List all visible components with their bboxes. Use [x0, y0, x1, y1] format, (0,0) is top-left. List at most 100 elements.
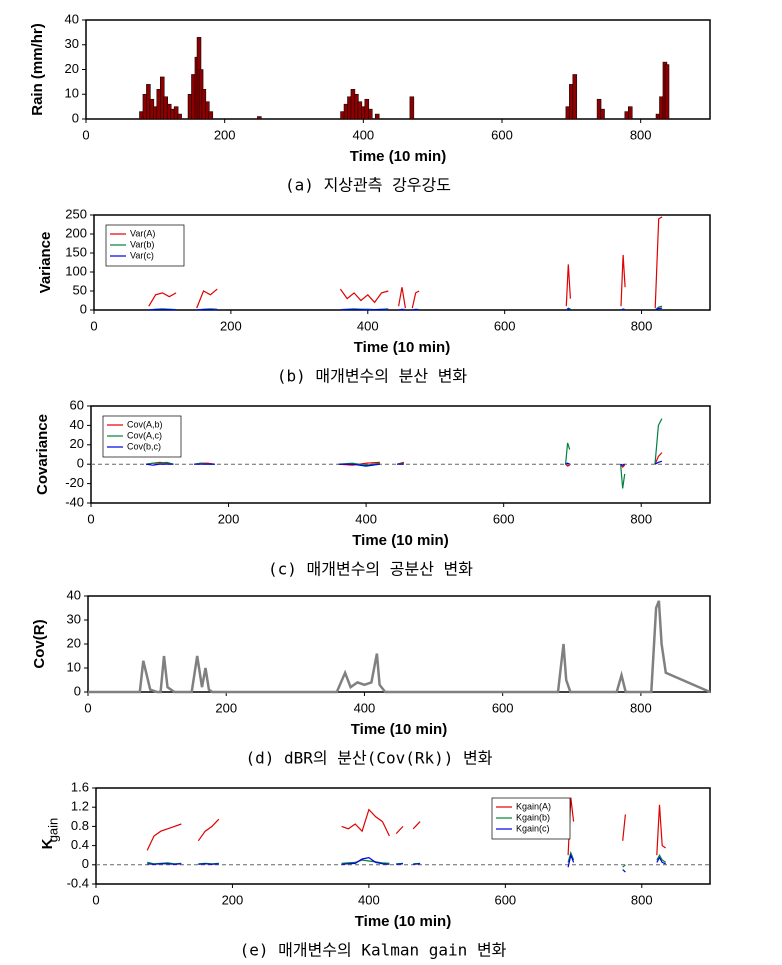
y-axis-label: Rain (mm/hr)	[29, 23, 46, 116]
bar	[374, 113, 380, 120]
bar	[173, 106, 179, 120]
bar	[664, 64, 670, 120]
x-axis-label: Time (10 min)	[350, 148, 446, 165]
x-axis-label: Time (10 min)	[351, 721, 447, 738]
bar	[208, 111, 214, 120]
legend-label: Cov(A,b)	[127, 419, 163, 429]
x-tick-label: 400	[352, 127, 374, 142]
x-tick-label: 200	[218, 511, 240, 526]
y-tick-label: 0.4	[71, 837, 89, 852]
x-tick-label: 400	[354, 700, 376, 715]
x-tick-label: 600	[491, 127, 513, 142]
x-tick-label: 0	[92, 892, 99, 907]
y-tick-label: 0	[77, 456, 84, 471]
y-tick-label: 40	[70, 417, 84, 432]
y-tick-label: -40	[65, 494, 84, 509]
caption: (c) 매개변수의 공분산 변화	[268, 560, 473, 579]
y-axis-label: Cov(R)	[31, 619, 48, 668]
bar	[205, 101, 210, 120]
y-tick-label: 250	[65, 206, 87, 221]
y-tick-label: -0.4	[67, 875, 89, 890]
y-tick-label: 100	[65, 263, 87, 278]
series-line	[145, 452, 663, 469]
y-tick-label: 20	[65, 61, 79, 76]
x-tick-label: 0	[84, 700, 91, 715]
y-tick-label: 1.2	[71, 799, 89, 814]
y-tick-label: 200	[65, 225, 87, 240]
plot-frame	[95, 787, 711, 885]
x-tick-label: 800	[630, 127, 652, 142]
x-tick-label: 0	[90, 318, 97, 333]
plot-frame	[87, 595, 711, 693]
y-tick-label: 0	[80, 301, 87, 316]
x-tick-label: 600	[493, 511, 515, 526]
x-tick-label: 200	[214, 127, 236, 142]
x-tick-label: 0	[87, 511, 94, 526]
plot-frame	[93, 214, 711, 311]
y-tick-label: 20	[67, 635, 81, 650]
y-tick-label: 40	[65, 11, 79, 26]
y-tick-label: 150	[65, 244, 87, 259]
x-tick-label: 600	[494, 892, 516, 907]
series-line	[145, 418, 663, 489]
x-axis-label: Time (10 min)	[352, 532, 448, 549]
x-tick-label: 200	[215, 700, 237, 715]
x-tick-label: 400	[357, 318, 379, 333]
caption: (b) 매개변수의 분산 변화	[277, 367, 468, 386]
y-tick-label: 60	[70, 397, 84, 412]
bar	[368, 108, 373, 120]
legend-label: Cov(A,c)	[127, 430, 162, 440]
y-tick-label: 20	[70, 436, 84, 451]
caption: (d) dBR의 분산(Cov(Rk)) 변화	[246, 749, 493, 768]
bar	[572, 74, 578, 120]
x-tick-label: 600	[492, 700, 514, 715]
y-tick-label: 30	[67, 611, 81, 626]
x-tick-label: 800	[630, 700, 652, 715]
legend-label: Kgain(A)	[516, 801, 551, 811]
y-tick-label: -20	[65, 475, 84, 490]
legend-label: Var(A)	[130, 228, 155, 238]
legend-label: Var(c)	[130, 250, 154, 260]
x-tick-label: 400	[358, 892, 380, 907]
series-line	[148, 216, 663, 309]
series-line	[88, 600, 711, 694]
x-tick-label: 200	[222, 892, 244, 907]
bar	[257, 116, 262, 120]
y-tick-label: 0	[74, 683, 81, 698]
x-tick-label: 0	[82, 127, 89, 142]
x-tick-label: 400	[355, 511, 377, 526]
y-tick-label: 10	[65, 86, 79, 101]
legend-label: Kgain(c)	[516, 823, 550, 833]
series-line	[147, 853, 666, 873]
y-tick-label: 1.6	[71, 779, 89, 794]
bar	[177, 113, 182, 120]
x-tick-label: 200	[220, 318, 242, 333]
y-axis-label: Covariance	[34, 414, 51, 495]
caption: (a) 지상관측 강우강도	[285, 176, 451, 195]
x-tick-label: 800	[631, 892, 653, 907]
x-axis-label: Time (10 min)	[355, 913, 451, 930]
series-line	[148, 307, 663, 311]
plot-frame	[85, 19, 711, 120]
y-tick-label: 30	[65, 36, 79, 51]
y-tick-label: 0	[72, 110, 79, 125]
x-tick-label: 800	[631, 318, 653, 333]
y-tick-label: 0	[82, 856, 89, 871]
plot-frame	[90, 405, 711, 504]
x-tick-label: 600	[494, 318, 516, 333]
legend-label: Kgain(b)	[516, 812, 550, 822]
bar	[600, 108, 605, 120]
bar	[628, 106, 633, 120]
legend-label: Var(b)	[130, 239, 154, 249]
y-axis-label: Variance	[37, 232, 54, 294]
y-tick-label: 10	[67, 659, 81, 674]
x-tick-label: 800	[630, 511, 652, 526]
caption: (e) 매개변수의 Kalman gain 변화	[240, 941, 507, 960]
x-axis-label: Time (10 min)	[354, 339, 450, 356]
y-axis-label: K	[39, 838, 56, 849]
y-axis-label-subscript: gain	[45, 818, 60, 843]
y-tick-label: 40	[67, 587, 81, 602]
series-line	[145, 460, 663, 467]
bar	[409, 96, 415, 120]
